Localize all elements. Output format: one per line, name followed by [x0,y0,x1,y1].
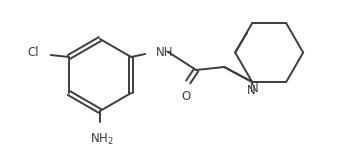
Text: N: N [250,82,258,95]
Text: Cl: Cl [27,46,39,60]
Text: NH$_2$: NH$_2$ [90,132,114,147]
Text: N: N [247,84,256,97]
Text: O: O [182,91,191,104]
Text: NH: NH [156,46,174,58]
